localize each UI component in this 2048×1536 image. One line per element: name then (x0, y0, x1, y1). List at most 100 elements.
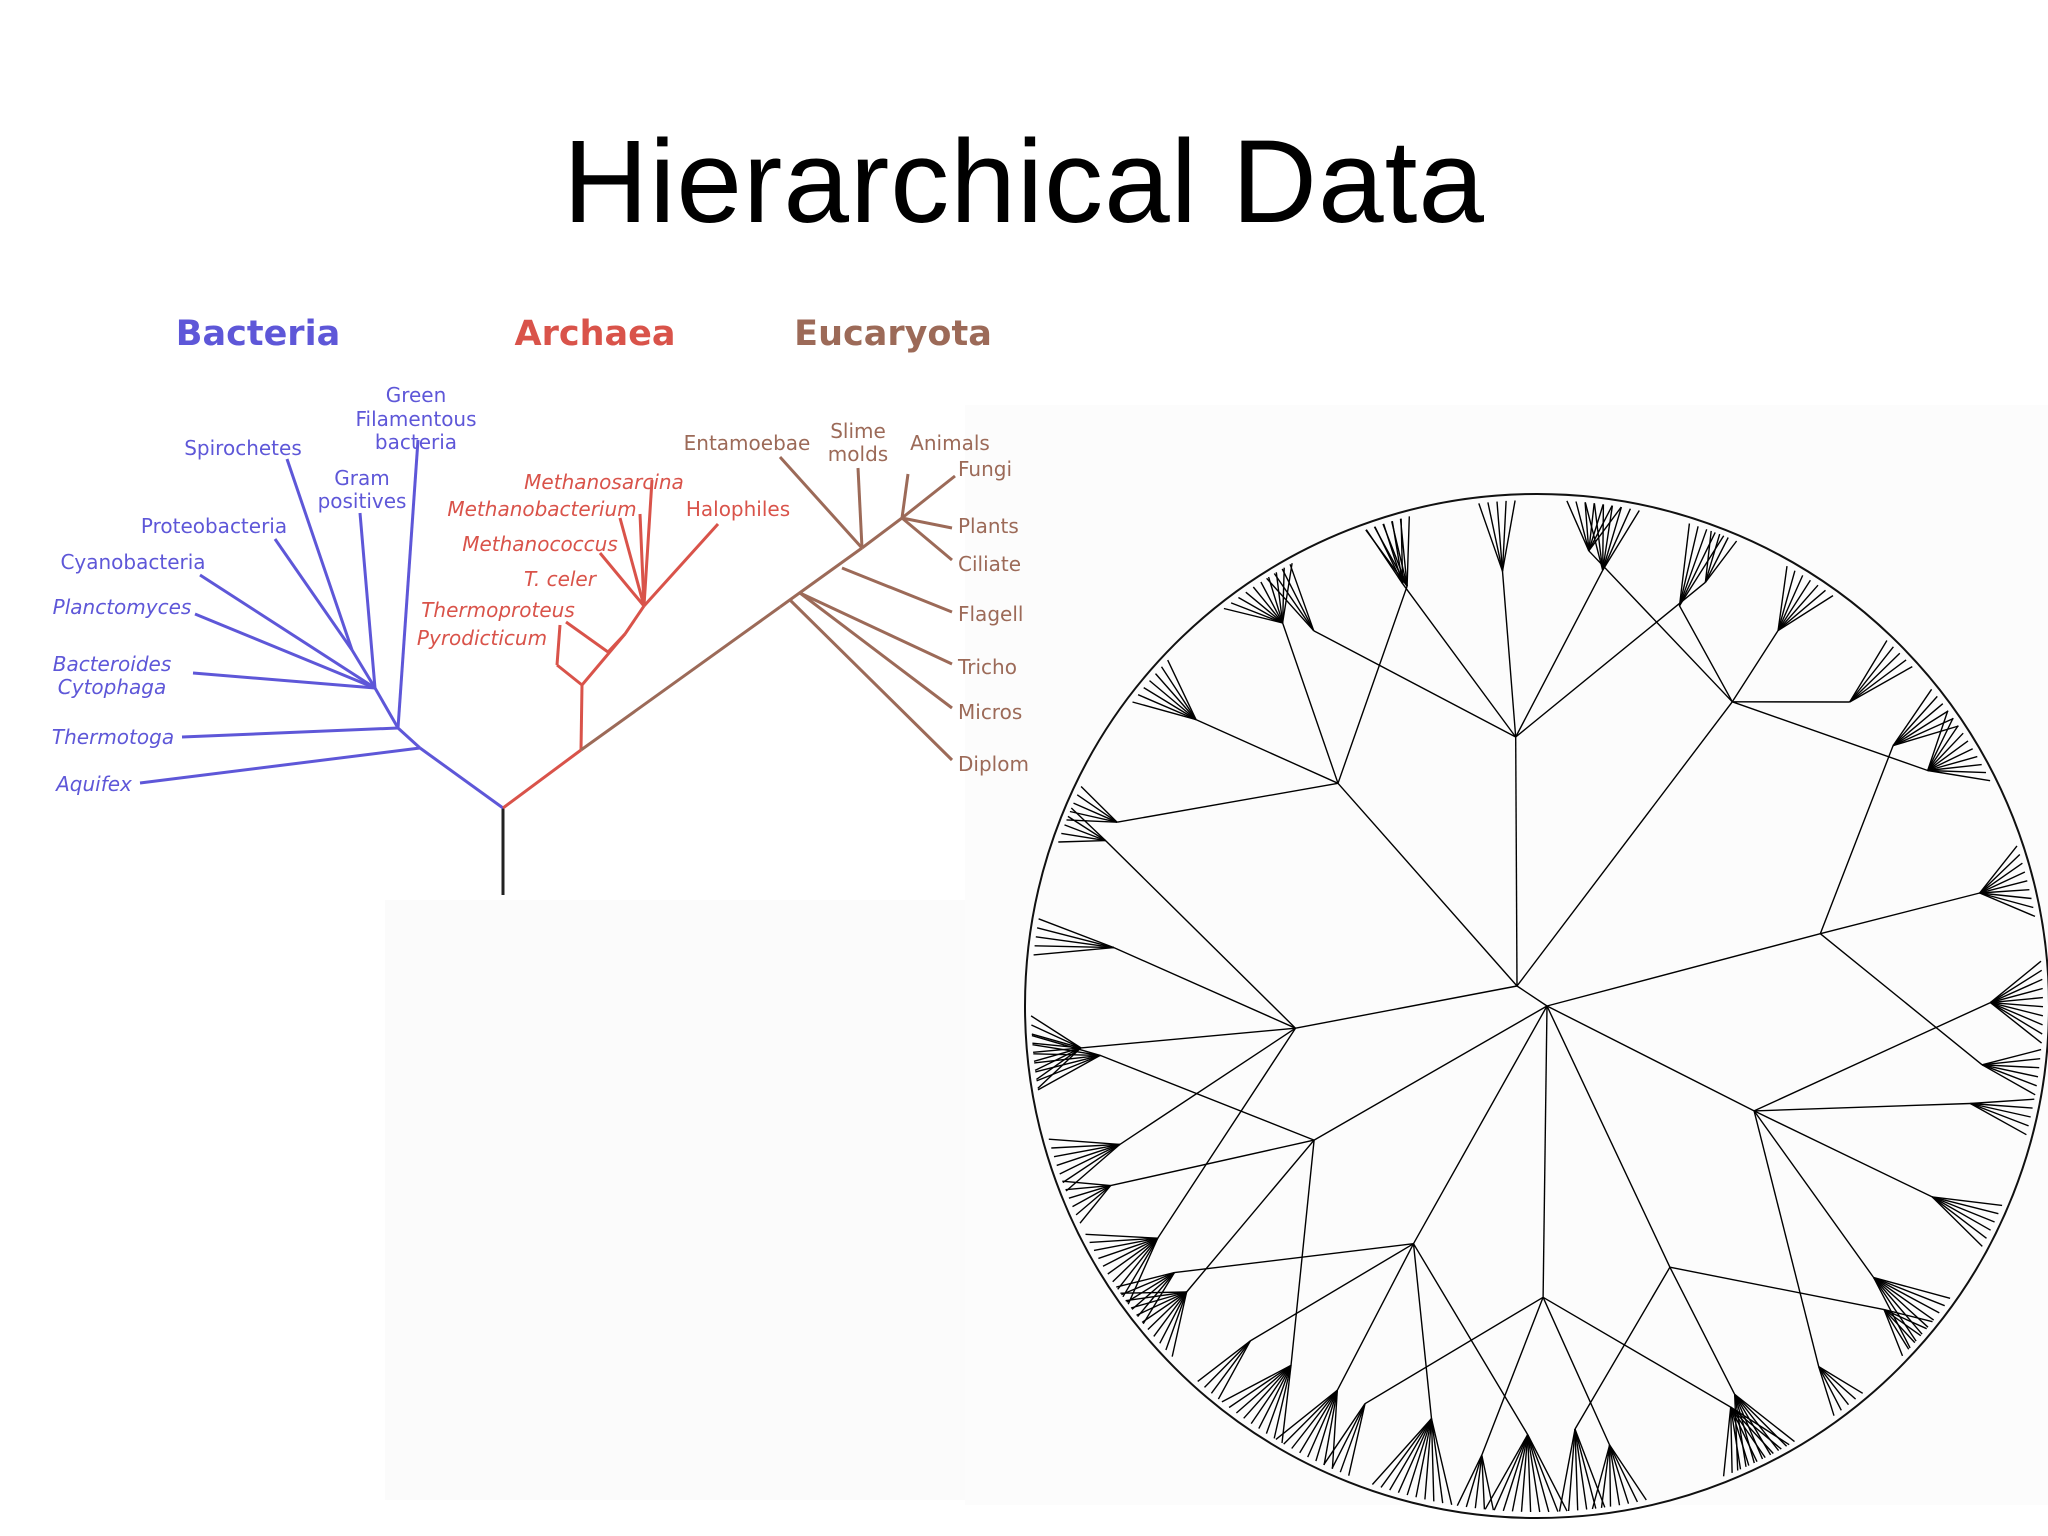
radial-leaf (1979, 871, 2026, 894)
label-entamoebae: Entamoebae (684, 431, 811, 455)
radial-leaf (1704, 530, 1712, 583)
label-thermotoga: Thermotoga (52, 725, 174, 749)
radial-leaf (1032, 1044, 1101, 1057)
radial-leaf (1085, 1233, 1158, 1239)
radial-sub-branch (1080, 1027, 1296, 1049)
radial-leaf (1031, 1034, 1101, 1057)
radial-leaf (1892, 695, 1938, 747)
label-methanosarcina: Methanosarcina (524, 470, 684, 494)
label-thermoproteus: Thermoproteus (421, 598, 575, 622)
radial-leaf (1989, 960, 2042, 1004)
radial-main-branch (1542, 1005, 1548, 1298)
label-methanobacterium: Methanobacterium (447, 497, 636, 521)
radial-leaf (1478, 503, 1504, 572)
radial-leaf (1818, 1366, 1842, 1411)
label-bacteroides: Bacteroides (53, 652, 172, 676)
archaea-branches (502, 479, 720, 810)
radial-leaf (1112, 1237, 1159, 1283)
label-positives: positives (318, 489, 407, 513)
radial-sub-branch (1542, 1297, 1611, 1446)
radial-leaf (1602, 506, 1623, 571)
radial-leaf (1221, 1364, 1292, 1403)
radial-leaf (1136, 1291, 1187, 1316)
radial-leaf (1243, 1364, 1292, 1419)
radial-leaf (1990, 996, 2043, 1004)
radial-leaf (1927, 748, 1974, 772)
radial-leaf (1051, 1143, 1120, 1149)
radial-leaf (1036, 927, 1115, 949)
radial-leaf (1117, 1237, 1159, 1290)
radial-leaf (1167, 659, 1197, 720)
radial-leaf (1927, 769, 1991, 782)
label-slime: Slime (830, 419, 886, 443)
radial-leaf (1608, 1444, 1612, 1507)
radial-leaf (1147, 1291, 1188, 1331)
radial-leaf (1892, 703, 1944, 747)
right-panel-bg (965, 405, 2048, 1505)
radial-leaf (1267, 576, 1284, 624)
radial-leaf (1036, 1054, 1101, 1082)
radial-leaf (1777, 589, 1826, 632)
radial-leaf (1558, 1428, 1576, 1512)
radial-leaf (1883, 1308, 1927, 1330)
label-fungi: Fungi (958, 457, 1012, 481)
radial-leaf (1165, 1291, 1188, 1351)
radial-leaf (1058, 839, 1106, 843)
radial-leaf (1981, 1064, 2036, 1096)
eucaryota-branches (580, 455, 956, 762)
radial-leaf (1818, 1366, 1835, 1416)
radial-leaf (1970, 1102, 2031, 1118)
radial-leaf (1053, 1143, 1121, 1158)
radial-leaf (1818, 1366, 1857, 1400)
radial-leaf (1481, 1454, 1495, 1511)
radial-leaf (1730, 1406, 1758, 1463)
radial-leaf (1281, 1365, 1292, 1444)
radial-leaf (1609, 1444, 1647, 1501)
radial-leaf (1089, 1237, 1158, 1244)
radial-leaf (1035, 1047, 1082, 1080)
radial-leaf (1567, 1429, 1576, 1512)
radial-sub-branch (1753, 1110, 1875, 1279)
radial-leaf (1678, 535, 1725, 607)
radial-leaf (1143, 687, 1197, 721)
radial-leaf (1033, 1047, 1081, 1053)
radial-leaf (1982, 1058, 2041, 1066)
radial-leaf (1275, 1389, 1338, 1440)
label-aquifex: Aquifex (54, 772, 132, 796)
radial-leaf (1979, 889, 2030, 894)
radial-leaf (1527, 1434, 1550, 1513)
radial-leaf (1217, 1340, 1251, 1400)
radial-leaf (1204, 1340, 1251, 1388)
radial-leaf (1730, 1406, 1750, 1466)
radial-leaf (1281, 567, 1285, 623)
radial-main-branch (1412, 1005, 1548, 1245)
radial-leaf (1142, 1272, 1175, 1325)
radial-leaf (1704, 540, 1738, 583)
radial-leaf (1038, 918, 1115, 949)
radial-leaf (1873, 1277, 1917, 1342)
radial-sub-branch (1542, 1296, 1732, 1408)
radial-leaf (1048, 1138, 1120, 1146)
radial-leaf (1235, 1364, 1292, 1414)
radial-leaf (1777, 566, 1788, 631)
radial-leaf (1031, 1033, 1082, 1049)
radial-leaf (1990, 978, 2043, 1004)
radial-leaf (1527, 1434, 1541, 1513)
radial-leaf (1068, 1184, 1111, 1199)
radial-leaf (1223, 607, 1283, 624)
radial-leaf (1873, 1276, 1945, 1307)
radial-leaf (1035, 1054, 1101, 1073)
radial-sub-branch (1249, 1243, 1414, 1342)
radial-leaf (1228, 1364, 1292, 1409)
radial-leaf (1035, 936, 1114, 949)
left-panel-bg (385, 900, 965, 1500)
radial-leaf (1339, 1403, 1366, 1473)
radial-leaf (1979, 892, 2034, 909)
label-molds: molds (828, 442, 888, 466)
radial-leaf (1034, 1047, 1082, 1072)
radial-leaf (1734, 1394, 1747, 1467)
radial-leaf (1849, 646, 1894, 703)
radial-leaf (1584, 502, 1590, 551)
domain-archaea: Archaea (515, 314, 676, 354)
radial-sub-branch (1669, 1266, 1736, 1395)
